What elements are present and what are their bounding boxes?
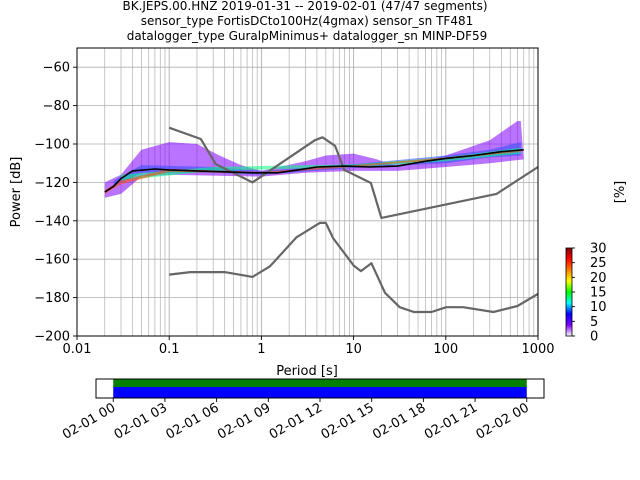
y-tick-label: −60 <box>43 61 70 76</box>
probability-density <box>104 121 524 198</box>
timeline-bar-bottom <box>113 387 527 398</box>
colorbar-tick-label: 5 <box>590 315 598 330</box>
timeline-bar-top <box>113 379 527 387</box>
colorbar-fill <box>565 247 573 337</box>
x-tick-label: 0.01 <box>63 342 92 357</box>
noise-models <box>168 126 538 314</box>
colorbar-tick-label: 10 <box>590 300 607 315</box>
plot-background <box>77 48 538 336</box>
x-tick-label: 100 <box>433 342 458 357</box>
x-tick-label: 1000 <box>521 342 554 357</box>
high-noise-model-line <box>168 126 538 219</box>
colorbar-tick-label: 25 <box>590 256 607 271</box>
x-tick-label: 1 <box>257 342 265 357</box>
y-axis-label: Power [dB] <box>9 157 24 228</box>
timeline-bars <box>113 379 527 398</box>
colorbar-label: [%] <box>613 181 628 204</box>
x-axis-ticks: 0.01 0.1 1 10 100 1000 <box>63 336 555 357</box>
y-tick-label: −140 <box>34 214 70 229</box>
colorbar-tick-label: 0 <box>590 330 598 345</box>
y-tick-label: −200 <box>34 330 70 345</box>
x-tick-label: 10 <box>345 342 362 357</box>
y-tick-label: −100 <box>34 138 70 153</box>
y-tick-label: −180 <box>34 291 70 306</box>
psd-plot-area: 0.01 0.1 1 10 100 1000 −60 −80 −100 −120 −140 −160… <box>9 47 555 379</box>
density-band <box>104 149 521 194</box>
chart-title-line-3: datalogger_type GuralpMinimus+ datalogge… <box>127 29 488 43</box>
y-tick-label: −80 <box>43 99 70 114</box>
x-axis-label: Period [s] <box>276 364 338 379</box>
grid-lines <box>77 48 538 337</box>
y-tick-label: −120 <box>34 176 70 191</box>
x-tick-label: 0.1 <box>159 342 180 357</box>
colorbar-tick-label: 30 <box>590 242 607 257</box>
median-curve-group <box>104 149 524 193</box>
low-noise-model-line <box>169 221 538 314</box>
median-curve <box>104 149 524 193</box>
y-tick-label: −160 <box>34 253 70 268</box>
chart-title-line-1: BK.JEPS.00.HNZ 2019-01-31 -- 2019-02-01 … <box>122 0 487 13</box>
y-axis-ticks: −60 −80 −100 −120 −140 −160 −180 −200 <box>34 61 77 345</box>
plot-frame <box>76 47 539 337</box>
colorbar-tick-label: 15 <box>590 286 607 301</box>
density-band <box>104 121 524 198</box>
chart-title-line-2: sensor_type FortisDCto100Hz(4gmax) senso… <box>141 14 473 28</box>
colorbar-tick-label: 20 <box>590 271 607 286</box>
